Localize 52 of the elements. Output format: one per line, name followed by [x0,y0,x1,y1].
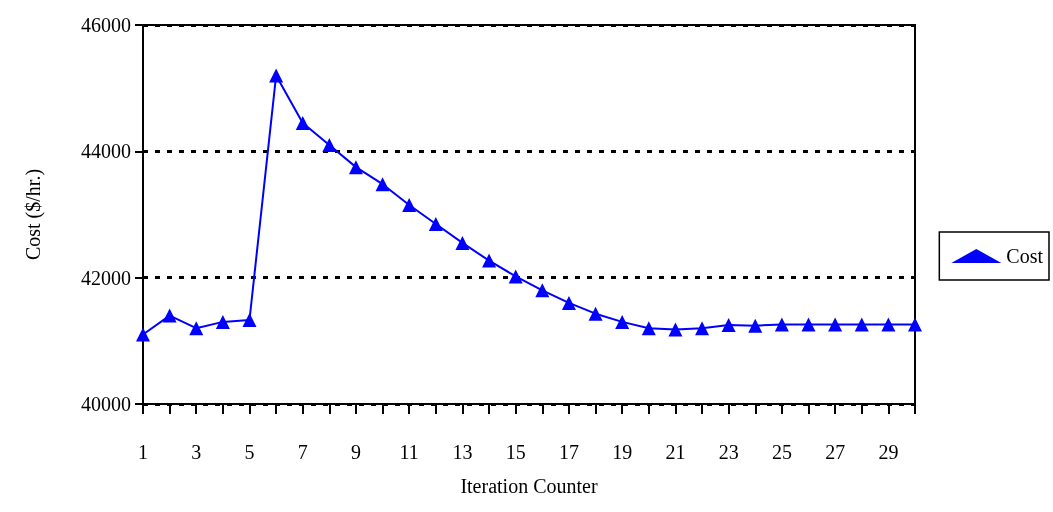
point [136,327,150,342]
point [215,314,230,329]
point [828,317,843,332]
point [615,314,630,329]
point [162,308,177,323]
point [375,177,390,192]
point [242,312,257,327]
point [854,317,869,332]
point [535,283,550,298]
point [402,198,417,213]
x-tick-label: 9 [350,441,361,463]
y-tick-label: 40000 [81,393,131,415]
point [774,317,789,332]
point [641,321,656,336]
x-tick-label: 21 [665,441,686,463]
x-tick-label: 3 [191,441,202,463]
point [508,269,523,284]
point [295,115,310,130]
x-tick-label: 23 [718,441,739,463]
point [588,306,603,321]
y-tick-label: 42000 [81,266,131,289]
x-tick-label: 17 [558,441,579,463]
x-axis-title: Iteration Counter [460,475,598,497]
point [455,235,470,250]
point [348,160,363,175]
x-tick-label: 7 [297,441,308,463]
x-tick-label: 25 [771,441,792,463]
point [801,317,816,332]
x-tick-label: 5 [244,441,255,463]
x-tick-label: 19 [612,441,633,463]
x-tick-label: 15 [505,441,526,463]
point [695,321,710,336]
point [428,216,443,231]
x-tick-label: 13 [452,441,473,463]
y-tick-label: 44000 [81,140,131,163]
y-axis-title: Cost ($/hr.) [22,168,45,261]
point [561,295,576,310]
point [269,68,284,83]
point [721,318,736,333]
point [908,317,922,332]
x-tick-label: 1 [138,441,148,463]
legend-label: Cost [1006,245,1044,267]
point [748,318,763,333]
point [668,322,683,337]
point [881,317,896,332]
x-tick-label: 27 [825,441,846,463]
point [189,321,204,336]
y-tick-label: 46000 [81,14,131,36]
x-tick-label: 29 [878,441,899,463]
point [482,253,497,268]
x-tick-label: 11 [399,441,419,463]
point [322,138,337,153]
